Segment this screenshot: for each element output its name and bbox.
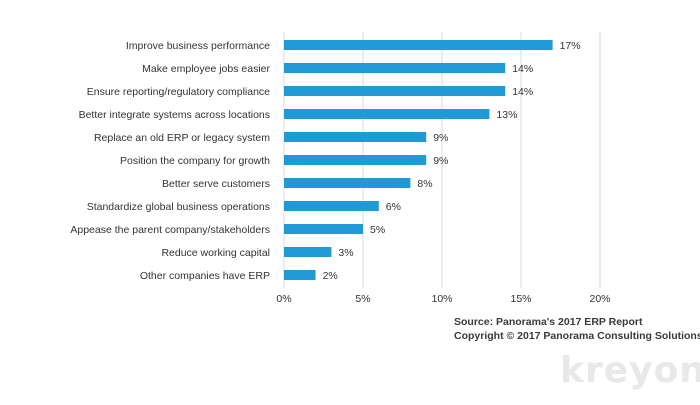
bar: [284, 247, 332, 257]
bar: [284, 109, 490, 119]
value-label: 17%: [560, 40, 581, 52]
x-tick-label: 0%: [276, 293, 291, 305]
category-label: Reduce working capital: [161, 247, 270, 259]
bar: [284, 63, 506, 73]
bar: [284, 201, 379, 211]
value-label: 14%: [512, 86, 533, 98]
category-label: Standardize global business operations: [87, 201, 270, 213]
value-label: 6%: [386, 201, 401, 213]
bar: [284, 178, 411, 188]
value-label: 8%: [417, 178, 432, 190]
category-label: Replace an old ERP or legacy system: [94, 132, 270, 144]
category-label: Appease the parent company/stakeholders: [70, 224, 270, 236]
bar: [284, 132, 427, 142]
value-label: 9%: [433, 132, 448, 144]
bar: [284, 40, 553, 50]
category-label: Other companies have ERP: [140, 270, 270, 282]
source-line: Source: Panorama's 2017 ERP Report: [454, 316, 643, 328]
category-label: Better serve customers: [162, 178, 270, 190]
x-tick-label: 15%: [510, 293, 531, 305]
value-label: 5%: [370, 224, 385, 236]
value-label: 3%: [338, 247, 353, 259]
bar: [284, 224, 363, 234]
x-tick-label: 5%: [355, 293, 370, 305]
bar: [284, 155, 427, 165]
watermark-logo: kreyon: [560, 350, 700, 391]
value-label: 14%: [512, 63, 533, 75]
category-label: Ensure reporting/regulatory compliance: [87, 86, 270, 98]
value-label: 13%: [496, 109, 517, 121]
value-label: 2%: [323, 270, 338, 282]
x-tick-label: 20%: [589, 293, 610, 305]
category-label: Position the company for growth: [120, 155, 270, 167]
source-note: Source: Panorama's 2017 ERP Report Copyr…: [454, 315, 700, 343]
x-tick-label: 10%: [431, 293, 452, 305]
category-label: Make employee jobs easier: [142, 63, 270, 75]
bar: [284, 86, 506, 96]
value-label: 9%: [433, 155, 448, 167]
bar: [284, 270, 316, 280]
category-label: Improve business performance: [126, 40, 270, 52]
category-label: Better integrate systems across location…: [79, 109, 270, 121]
copyright-line: Copyright © 2017 Panorama Consulting Sol…: [454, 330, 700, 342]
